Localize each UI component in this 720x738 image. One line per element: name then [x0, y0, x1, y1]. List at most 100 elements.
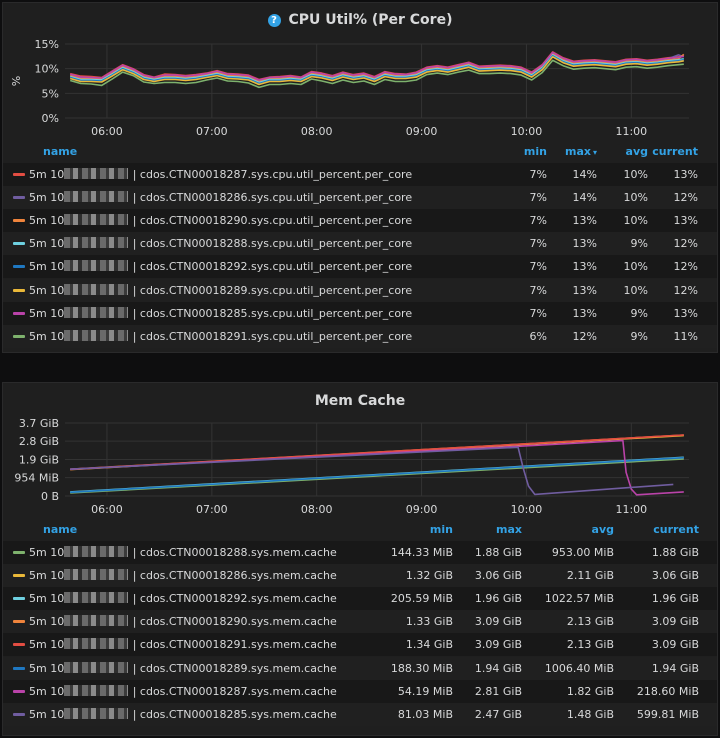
series-name[interactable]: 5m 10 | cdos.CTN00018291.sys.mem.cache — [29, 633, 337, 656]
series-color-swatch[interactable] — [13, 311, 25, 315]
series-color-swatch[interactable] — [13, 712, 25, 716]
legend-header-avg[interactable]: avg — [626, 142, 648, 162]
series-name[interactable]: 5m 10 | cdos.CTN00018290.sys.cpu.util_pe… — [29, 209, 412, 232]
legend-header-min[interactable]: min — [430, 520, 453, 540]
mem-chart[interactable]: 0 B 954 MiB 1.9 GiB 2.8 GiB 3.7 GiB 06:00 07:0… — [3, 413, 717, 529]
legend-header-max[interactable]: max ▾ — [565, 142, 597, 163]
series-line-5[interactable] — [69, 55, 684, 85]
series-color-swatch[interactable] — [13, 620, 25, 624]
axis-group: 0 B 954 MiB 1.9 GiB 2.8 GiB 3.7 GiB 06:00 07:0… — [14, 417, 689, 516]
series-name[interactable]: 5m 10 | cdos.CTN00018286.sys.cpu.util_pe… — [29, 186, 412, 209]
legend-value-current: 3.09 GiB — [651, 615, 699, 629]
series-color-swatch[interactable] — [13, 666, 25, 670]
series-name[interactable]: 5m 10 | cdos.CTN00018287.sys.mem.cache — [29, 680, 337, 703]
series-name[interactable]: 5m 10 | cdos.CTN00018289.sys.mem.cache — [29, 657, 337, 680]
legend-row[interactable]: 5m 10 | cdos.CTN00018289.sys.mem.cache 18… — [3, 656, 717, 680]
series-color-swatch[interactable] — [13, 689, 25, 693]
series-color-swatch[interactable] — [13, 173, 25, 176]
legend-row[interactable]: 5m 10 | cdos.CTN00018288.sys.cpu.util_pe… — [3, 232, 717, 256]
series-name[interactable]: 5m 10 | cdos.CTN00018292.sys.mem.cache — [29, 587, 337, 610]
info-icon[interactable]: ? — [267, 14, 281, 27]
legend-row[interactable]: 5m 10 | cdos.CTN00018288.sys.mem.cache 14… — [3, 541, 717, 564]
legend-value-min: 1.33 GiB — [405, 615, 453, 629]
series-name[interactable]: 5m 10 | cdos.CTN00018286.sys.mem.cache — [29, 564, 337, 587]
series-name[interactable]: 5m 10 | cdos.CTN00018292.sys.cpu.util_pe… — [29, 255, 412, 278]
series-line-6[interactable] — [69, 56, 684, 86]
cpu-util-panel: ? CPU Util% (Per Core) 0% 5% 10% 15% 06:00 07:… — [2, 2, 718, 353]
series-name-prefix: 5m 10 — [29, 329, 65, 343]
legend-row[interactable]: 5m 10 | cdos.CTN00018290.sys.mem.cache 1.… — [3, 610, 717, 634]
x-tick-label: 11:00 — [615, 125, 647, 138]
series-line-8[interactable] — [70, 446, 674, 496]
legend-header-name[interactable]: name — [43, 520, 77, 540]
legend-header-current[interactable]: current — [653, 520, 699, 540]
x-tick-label: 07:00 — [196, 503, 228, 516]
legend-value-max: 13% — [572, 283, 597, 297]
x-tick-label: 09:00 — [406, 503, 438, 516]
legend-row[interactable]: 5m 10 | cdos.CTN00018290.sys.cpu.util_pe… — [3, 209, 717, 233]
series-name-suffix: | cdos.CTN00018286.sys.cpu.util_percent.… — [129, 191, 413, 205]
legend-row[interactable]: 5m 10 | cdos.CTN00018285.sys.cpu.util_pe… — [3, 301, 717, 325]
series-line-6[interactable] — [70, 456, 684, 494]
cpu-chart[interactable]: 0% 5% 10% 15% 06:00 07:00 08:00 09:00 10:00 11:00… — [3, 33, 717, 143]
legend-header-current[interactable]: current — [652, 142, 698, 162]
redacted-host — [64, 546, 129, 557]
legend-row[interactable]: 5m 10 | cdos.CTN00018286.sys.cpu.util_pe… — [3, 186, 717, 210]
legend-row[interactable]: 5m 10 | cdos.CTN00018287.sys.mem.cache 54… — [3, 679, 717, 703]
series-name[interactable]: 5m 10 | cdos.CTN00018288.sys.cpu.util_pe… — [29, 232, 412, 255]
series-name-prefix: 5m 10 — [29, 638, 65, 652]
legend-header-max[interactable]: max — [496, 520, 522, 540]
series-color-swatch[interactable] — [13, 196, 25, 200]
series-line-8[interactable] — [69, 59, 684, 89]
series-line-7[interactable] — [69, 51, 684, 81]
series-name[interactable]: 5m 10 | cdos.CTN00018290.sys.mem.cache — [29, 610, 337, 633]
legend-value-max: 14% — [572, 168, 597, 181]
legend-value-avg: 10% — [623, 283, 648, 297]
series-color-swatch[interactable] — [13, 643, 25, 647]
legend-row[interactable]: 5m 10 | cdos.CTN00018291.sys.mem.cache 1.… — [3, 633, 717, 657]
redacted-host — [64, 237, 129, 249]
series-name-prefix: 5m 10 — [29, 661, 65, 675]
series-color-swatch[interactable] — [13, 288, 25, 292]
series-name-prefix: 5m 10 — [29, 569, 65, 583]
series-name[interactable]: 5m 10 | cdos.CTN00018291.sys.cpu.util_pe… — [29, 325, 412, 348]
legend-header-name[interactable]: name — [43, 142, 77, 162]
legend-header-min[interactable]: min — [524, 142, 547, 162]
legend-row[interactable]: 5m 10 | cdos.CTN00018289.sys.cpu.util_pe… — [3, 278, 717, 302]
series-name[interactable]: 5m 10 | cdos.CTN00018287.sys.cpu.util_pe… — [29, 163, 412, 186]
series-color-swatch[interactable] — [13, 242, 25, 246]
y-tick-label: 15% — [35, 38, 59, 51]
legend-row[interactable]: 5m 10 | cdos.CTN00018287.sys.cpu.util_pe… — [3, 163, 717, 186]
series-line-4[interactable] — [69, 54, 684, 84]
legend-value-max: 1.94 GiB — [474, 661, 522, 675]
legend-row[interactable]: 5m 10 | cdos.CTN00018292.sys.mem.cache 20… — [3, 587, 717, 611]
series-color-swatch[interactable] — [13, 597, 25, 601]
legend-value-max: 13% — [572, 237, 597, 251]
series-color-swatch[interactable] — [13, 219, 25, 223]
legend-row[interactable]: 5m 10 | cdos.CTN00018291.sys.cpu.util_pe… — [3, 324, 717, 348]
series-color-swatch[interactable] — [13, 334, 25, 338]
legend-header-avg[interactable]: avg — [592, 520, 614, 540]
series-name[interactable]: 5m 10 | cdos.CTN00018289.sys.cpu.util_pe… — [29, 279, 412, 302]
legend-value-max: 2.81 GiB — [474, 684, 522, 698]
redacted-host — [64, 329, 129, 341]
legend-row[interactable]: 5m 10 | cdos.CTN00018286.sys.mem.cache 1.… — [3, 564, 717, 588]
series-name[interactable]: 5m 10 | cdos.CTN00018285.sys.mem.cache — [29, 703, 337, 726]
series-line-3[interactable] — [69, 53, 685, 83]
legend-value-avg: 10% — [623, 260, 648, 274]
series-line-7[interactable] — [70, 439, 684, 496]
panel-title[interactable]: ? CPU Util% (Per Core) — [3, 12, 717, 28]
series-name[interactable]: 5m 10 | cdos.CTN00018285.sys.cpu.util_pe… — [29, 302, 412, 325]
legend-value-avg: 1.48 GiB — [566, 707, 614, 721]
series-color-swatch[interactable] — [13, 265, 25, 269]
x-tick-label: 09:00 — [406, 125, 438, 138]
panel-title[interactable]: Mem Cache — [3, 393, 717, 409]
redacted-host — [64, 638, 129, 650]
redacted-host — [64, 214, 129, 226]
series-color-swatch[interactable] — [13, 574, 25, 578]
series-name[interactable]: 5m 10 | cdos.CTN00018288.sys.mem.cache — [29, 541, 337, 564]
series-name-prefix: 5m 10 — [29, 283, 65, 297]
legend-row[interactable]: 5m 10 | cdos.CTN00018292.sys.cpu.util_pe… — [3, 255, 717, 279]
series-color-swatch[interactable] — [13, 551, 25, 554]
legend-row[interactable]: 5m 10 | cdos.CTN00018285.sys.mem.cache 81… — [3, 702, 717, 726]
